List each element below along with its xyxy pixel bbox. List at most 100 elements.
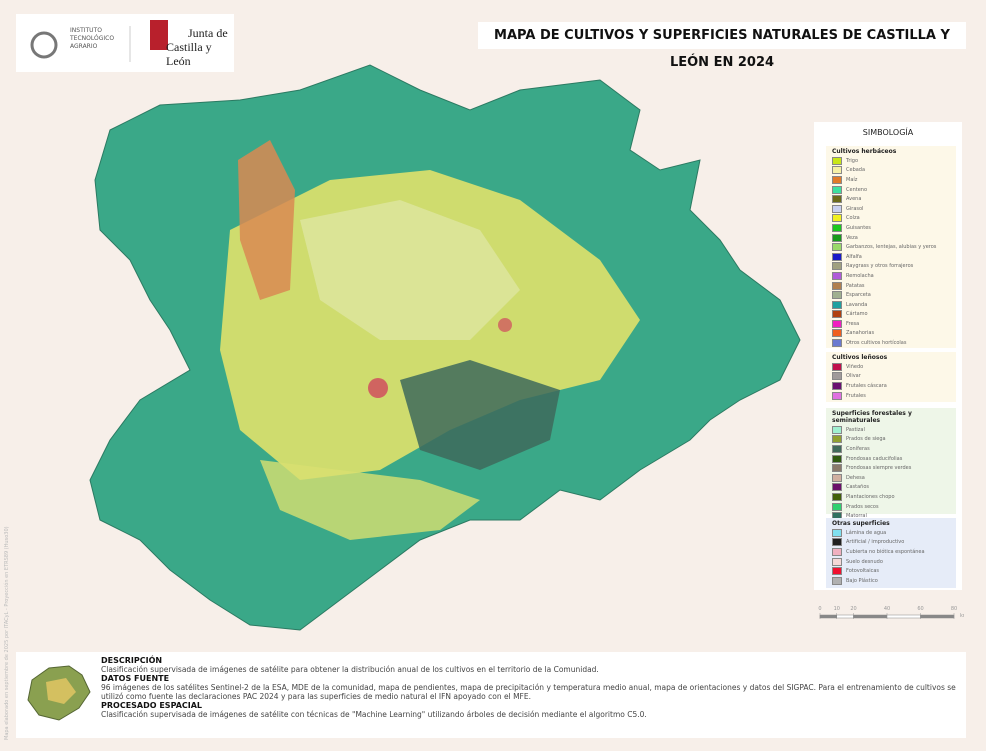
legend-title: SIMBOLOGÍA [862,128,914,137]
legend-swatch [832,319,842,328]
legend-label: Plantaciones chopo [846,493,895,500]
legend-swatch [832,435,842,444]
legend-label: Girasol [846,205,864,212]
legend-swatch [832,214,842,223]
legend-swatch [832,381,842,390]
legend-label: Cártamo [846,311,868,318]
legend-swatch [832,492,842,501]
scale-segment [819,614,837,619]
legend-swatch [832,300,842,309]
legend-label: Frondosas siempre verdes [846,465,912,472]
legend-swatch [832,195,842,204]
legend-label: Trigo [846,157,858,164]
scale-label: 80 [951,606,957,612]
legend-item: Bajo Plástico [826,576,956,586]
maize-area [238,140,295,300]
legend-label: Cubierta no biótica espontánea [846,548,925,555]
legend-item: Alfalfa [826,252,956,262]
institute-name: INSTITUTO TECNOLÓGICO AGRARIO [70,27,115,50]
legend-swatch [832,185,842,194]
junta-name: Junta de Castilla y León [166,26,234,68]
legend-item: Frondosas caducifolias [826,454,956,464]
legend-item: Plantaciones chopo [826,492,956,502]
legend-swatch [832,454,842,463]
conifer-band [400,360,560,470]
legend-label: Zanahorias [846,330,875,337]
legend-item: Cubierta no biótica espontánea [826,547,956,557]
legend-item: Coníferas [826,444,956,454]
footer-heading: PROCESADO ESPACIAL [101,701,203,710]
legend-swatch [832,538,842,547]
legend-swatch [832,391,842,400]
legend-label: Suelo desnudo [846,558,883,565]
legend-swatch [832,528,842,537]
legend-swatch [832,502,842,511]
legend-swatch [832,444,842,453]
legend-swatch [832,547,842,556]
legend-item: Zanahorias [826,329,956,339]
legend-label: Viñedo [846,363,864,370]
legend-label: Garbanzos, lentejas, alubias y yeros [846,244,937,251]
legend-label: Guisantes [846,224,871,231]
legend-label: Cebada [846,167,866,174]
legend-swatch [832,339,842,348]
legend-swatch [832,464,842,473]
footer-text: DESCRIPCIÓN Clasificación supervisada de … [101,656,961,719]
legend-label: Fotovoltaicas [846,568,880,575]
legend-item: Colza [826,214,956,224]
legend-label: Lámina de agua [846,529,887,536]
legend-swatch [832,166,842,175]
logo-icon [30,31,58,59]
scale-label: 0 [818,606,821,612]
legend-label: Alfalfa [846,253,862,260]
legend: SIMBOLOGÍA Cultivos herbáceos Trigo Cebada M… [814,122,962,590]
scale-segment [836,614,854,619]
legend-label: Maíz [846,176,858,183]
side-note: Mapa elaborado en septiembre de 2025 por… [4,526,10,740]
legend-label: Raygrass y otros forrajeros [846,263,914,270]
legend-item: Veza [826,233,956,243]
legend-item: Esparceta [826,290,956,300]
scale-bar: 0 10 20 40 60 80km [818,606,964,619]
legend-label: Pastizal [846,426,865,433]
junta-line: Junta de [188,26,228,40]
legend-section: Superficies forestales y seminaturales Pa… [826,408,956,521]
footer: DESCRIPCIÓN Clasificación supervisada de … [16,652,966,738]
footer-body: Clasificación supervisada de imágenes de… [101,710,647,719]
legend-item: Frondosas siempre verdes [826,463,956,473]
thumbnail-center [46,678,76,704]
legend-label: Frutales [846,392,866,399]
scale-label: 40 [884,606,890,612]
legend-item: Dehesa [826,473,956,483]
scale-label: 20 [850,606,856,612]
legend-item: Raygrass y otros forrajeros [826,262,956,272]
shield [150,20,168,50]
legend-swatch [832,329,842,338]
legend-section: Cultivos leñosos Viñedo Olivar Frutales cás… [826,352,956,402]
legend-swatch [832,483,842,492]
legend-swatch [832,557,842,566]
legend-item: Patatas [826,281,956,291]
logo-box [16,14,234,72]
legend-label: Veza [846,234,858,241]
footer-body: 96 imágenes de los satélites Sentinel-2 … [101,683,956,701]
legend-section: Cultivos herbáceos Trigo Cebada Maíz Centeno… [826,146,956,348]
legend-item: Fresa [826,319,956,329]
legend-swatch [832,576,842,585]
section-title: Superficies forestales y seminaturales [832,410,912,424]
legend-item: Olivar [826,372,956,382]
legend-swatch [832,223,842,232]
legend-label: Dehesa [846,474,865,481]
legend-label: Lavanda [846,301,868,308]
legend-swatch [832,281,842,290]
legend-label: Colza [846,215,860,222]
legend-swatch [832,204,842,213]
legend-section: Otras superficies Lámina de agua Artificia… [826,518,956,588]
legend-swatch [832,271,842,280]
legend-label: Castaños [846,484,870,491]
legend-item: Cebada [826,166,956,176]
legend-swatch [832,473,842,482]
legend-swatch [832,425,842,434]
legend-label: Olivar [846,373,861,380]
